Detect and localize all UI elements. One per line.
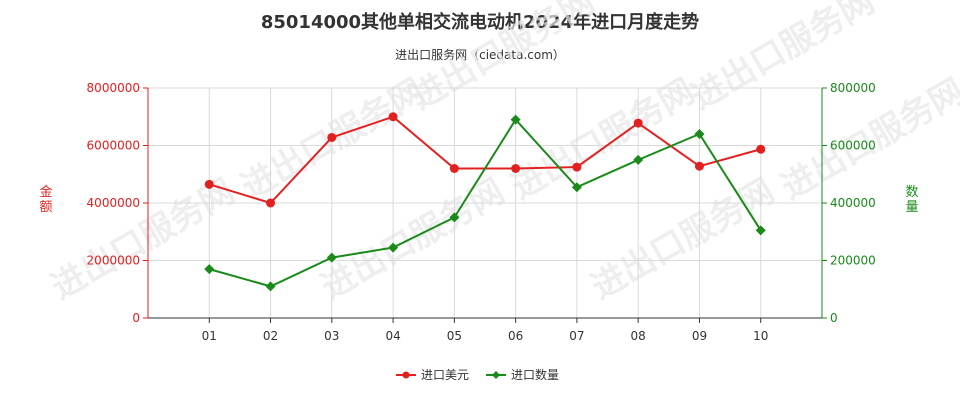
data-point-diamond <box>388 242 399 253</box>
y-axis-left-title: 金额 <box>39 184 52 215</box>
data-point-diamond <box>204 264 215 275</box>
x-tick-label: 03 <box>324 329 339 343</box>
y-left-tick-label: 6000000 <box>87 139 140 153</box>
watermark-text: 进出口服务网 <box>585 171 782 308</box>
data-point-diamond <box>326 252 337 263</box>
data-point-circle <box>511 164 521 173</box>
x-tick-label: 10 <box>753 329 768 343</box>
x-tick-label: 01 <box>202 329 217 343</box>
y-right-tick-label: 200000 <box>830 254 876 268</box>
data-point-circle <box>633 118 643 128</box>
legend-marker-circle <box>402 371 410 379</box>
data-point-diamond <box>265 281 276 292</box>
data-point-diamond <box>449 212 460 223</box>
y-left-tick-label: 8000000 <box>87 81 140 95</box>
watermark-text: 进出口服务网 <box>685 0 882 118</box>
y-right-tick-label: 800000 <box>830 81 876 95</box>
data-point-circle <box>266 198 276 208</box>
x-tick-label: 04 <box>385 329 400 343</box>
data-point-diamond <box>571 182 582 193</box>
data-point-circle <box>694 161 704 171</box>
chart-title: 85014000其他单相交流电动机2024年进口月度走势 <box>260 12 700 33</box>
watermark-text: 进出口服务网 <box>315 171 512 308</box>
legend: 进口美元 进口数量 <box>396 367 559 382</box>
chart-subtitle: 进出口服务网（ciedata.com） <box>395 48 565 62</box>
legend-label-1: 进口美元 <box>421 368 469 382</box>
data-point-circle <box>756 144 766 154</box>
watermark-text: 进出口服务网 <box>45 171 242 308</box>
x-tick-label: 02 <box>263 329 278 343</box>
x-tick-label: 09 <box>692 329 707 343</box>
data-point-diamond <box>633 154 644 165</box>
x-tick-label: 06 <box>508 329 523 343</box>
watermark-text: 进出口服务网 <box>405 0 602 118</box>
data-point-circle <box>388 112 398 122</box>
data-point-diamond <box>755 225 766 236</box>
data-point-diamond <box>510 114 521 125</box>
data-point-circle <box>327 132 337 142</box>
data-point-circle <box>449 164 459 173</box>
legend-marker-diamond <box>492 371 500 379</box>
x-tick-label: 07 <box>569 329 584 343</box>
series-layer <box>204 112 766 292</box>
data-point-circle <box>204 179 214 189</box>
y-left-tick-label: 4000000 <box>87 196 140 210</box>
legend-label-2: 进口数量 <box>511 367 559 382</box>
y-axis-right-title: 数量 <box>905 185 918 215</box>
x-tick-label: 05 <box>447 329 462 343</box>
y-left-tick-label: 0 <box>132 311 140 325</box>
y-right-tick-label: 400000 <box>830 196 876 210</box>
y-left-tick-label: 2000000 <box>87 254 140 268</box>
x-tick-label: 08 <box>631 329 646 343</box>
y-right-tick-label: 0 <box>830 311 838 325</box>
y-right-tick-label: 600000 <box>830 139 876 153</box>
grid-lines <box>148 87 823 319</box>
axes: 0 2000000 4000000 6000000 8000000 0 200000 4000… <box>39 81 918 343</box>
series-line-2 <box>209 117 762 288</box>
data-point-diamond <box>694 129 705 139</box>
data-point-circle <box>572 162 582 172</box>
